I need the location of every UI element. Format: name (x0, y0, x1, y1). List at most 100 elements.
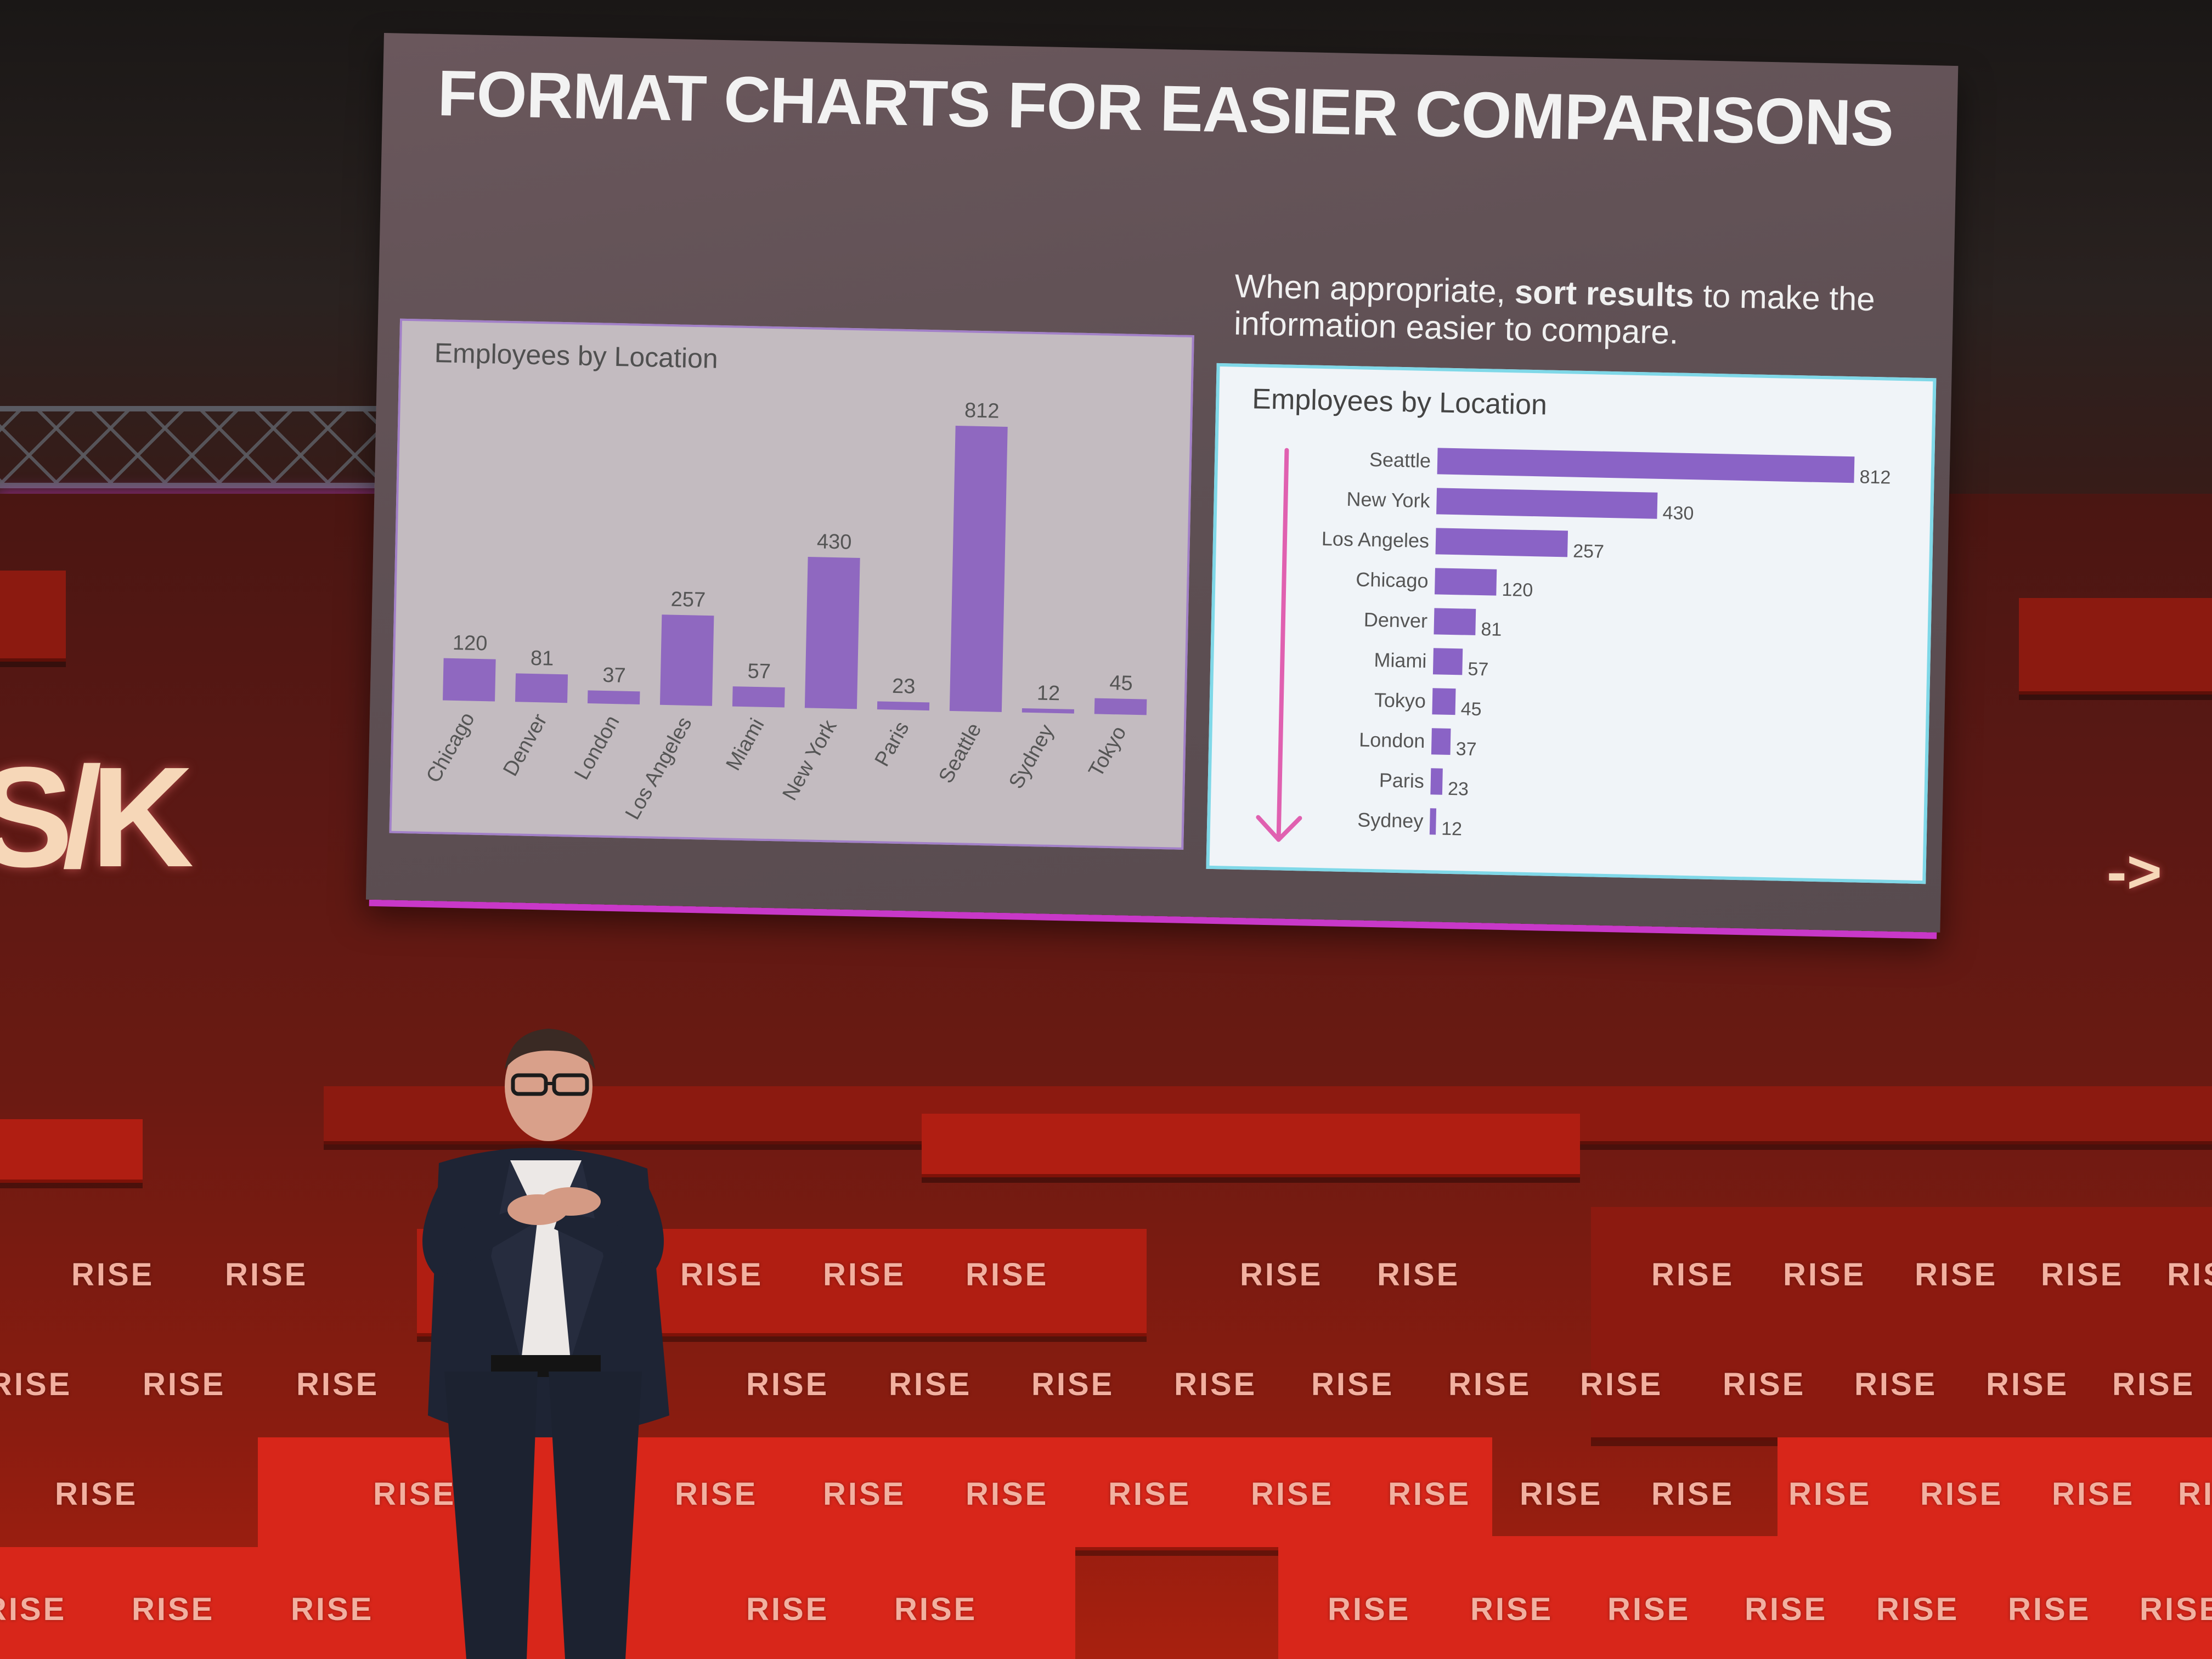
rise-logo-text: RISE (1388, 1476, 1471, 1512)
presenter-head (505, 1029, 595, 1141)
bar-sydney (1429, 808, 1437, 835)
data-label: 37 (602, 664, 626, 687)
y-tick-label: Sydney (1357, 808, 1424, 832)
rise-logo-text: RISE (1108, 1476, 1192, 1512)
data-label: 120 (1502, 579, 1533, 601)
rise-logo-text: RISE (1174, 1367, 1257, 1402)
x-tick-label: Sydney (1005, 721, 1058, 793)
data-label: 430 (817, 530, 852, 554)
rise-logo-text: RISE (71, 1257, 155, 1293)
rise-logo-text: RISE (225, 1257, 308, 1293)
bar-miami (732, 686, 785, 708)
data-label: 430 (1662, 503, 1694, 524)
rise-logo-text: RISE (2167, 1257, 2212, 1293)
data-label: 23 (892, 675, 916, 698)
rise-logo-text: RISE (680, 1257, 764, 1293)
bar-tokyo (1094, 698, 1147, 715)
rise-logo-text: RISE (746, 1592, 830, 1627)
rise-logo-text: RISE (823, 1476, 906, 1512)
data-label: 12 (1036, 682, 1060, 706)
rise-logo-text: RISE (2041, 1257, 2124, 1293)
rise-logo-text: RISE (1783, 1257, 1866, 1293)
bar-sydney (1022, 708, 1074, 714)
y-tick-label: Paris (1379, 769, 1424, 792)
projection-screen: FORMAT CHARTS FOR EASIER COMPARISONS Whe… (365, 33, 1959, 933)
bar-paris (877, 701, 930, 711)
bar-seattle (1437, 448, 1855, 483)
bar-los-angeles (659, 614, 714, 706)
rise-logo-text: RISE (966, 1257, 1049, 1293)
y-tick-label: New York (1346, 488, 1431, 512)
sorted-bar-chart: Seattle 812 New York 430 Los Angeles 257 Chica… (1256, 448, 1891, 842)
rise-logo-text: RISE (1876, 1592, 1960, 1627)
rise-logo-text: RISE (2178, 1476, 2212, 1512)
rise-logo-text: RISE (1745, 1592, 1828, 1627)
rise-logo-text: RISE (1448, 1367, 1532, 1402)
stage-panel (922, 1114, 1580, 1177)
y-tick-label: Denver (1364, 608, 1428, 632)
data-label: 57 (747, 660, 771, 684)
rise-logo-text: RISE (1915, 1257, 1998, 1293)
rise-logo-text: RISE (1920, 1476, 2004, 1512)
rise-logo-text: RISE (1240, 1257, 1323, 1293)
rise-logo-text: RISE (1986, 1367, 2069, 1402)
data-label: 12 (1441, 819, 1463, 840)
data-label: 120 (453, 631, 488, 655)
rise-logo-text: RISE (0, 1367, 72, 1402)
rise-logo-text: RISE (675, 1476, 758, 1512)
rise-logo-text: RISE (2052, 1476, 2135, 1512)
y-tick-label: Miami (1374, 648, 1427, 672)
unsorted-chart-card: Employees by Location 120 Chicago 81 Denver… (389, 318, 1194, 850)
stage-logo-left: S/K (0, 738, 194, 897)
rise-logo-text: RISE (1031, 1367, 1115, 1402)
x-tick-label: Seattle (934, 719, 986, 787)
rise-logo-text: RISE (1723, 1367, 1806, 1402)
unsorted-bar-chart: 120 Chicago 81 Denver 37 London 257 Los Angeles… (422, 399, 1147, 823)
y-tick-label: Seattle (1369, 448, 1431, 472)
x-tick-label: New York (778, 716, 842, 804)
y-tick-label: London (1359, 729, 1425, 753)
rise-logo-text: RISE (823, 1257, 906, 1293)
bar-tokyo (1432, 688, 1456, 715)
y-tick-label: Los Angeles (1321, 527, 1429, 552)
rise-logo-text: RISE (143, 1367, 226, 1402)
slide-title: FORMAT CHARTS FOR EASIER COMPARISONS (437, 57, 1894, 160)
slide-note-text: When appropriate, (1234, 267, 1515, 311)
data-label: 37 (1455, 738, 1477, 760)
rise-logo-text: RISE (889, 1367, 972, 1402)
bar-los-angeles (1435, 528, 1568, 557)
bar-new-york (804, 557, 860, 709)
rise-logo-text: RISE (1311, 1367, 1395, 1402)
data-label: 812 (1859, 467, 1891, 488)
rise-logo-text: RISE (1377, 1257, 1460, 1293)
rise-logo-text: RISE (1251, 1476, 1334, 1512)
data-label: 257 (670, 588, 706, 612)
sort-arrow-shaft (1276, 448, 1289, 842)
rise-logo-text: RISE (0, 1592, 67, 1627)
data-label: 81 (531, 647, 554, 670)
rise-logo-text: RISE (373, 1476, 456, 1512)
stage-panel (2019, 598, 2212, 695)
stage-panel (0, 1119, 143, 1183)
bar-denver (515, 673, 568, 703)
rise-logo-text: RISE (132, 1592, 215, 1627)
slide-note-emphasis: sort results (1514, 273, 1695, 314)
x-tick-label: Denver (499, 710, 552, 780)
rise-logo-text: RISE (291, 1592, 374, 1627)
data-label: 57 (1468, 659, 1489, 680)
stage-panel (1591, 1207, 2212, 1441)
x-tick-label: Chicago (422, 709, 479, 787)
bar-miami (1432, 648, 1463, 675)
stage-logo-right: -> (2107, 838, 2162, 906)
rise-logo-text: RISE (1607, 1592, 1691, 1627)
x-tick-label: Paris (871, 718, 914, 770)
stage-panel (1278, 1536, 2212, 1659)
bar-new-york (1436, 488, 1658, 519)
bar-london (587, 690, 640, 705)
bar-seattle (949, 425, 1008, 712)
rise-logo-text: RISE (966, 1476, 1049, 1512)
stage-panel (0, 571, 66, 662)
data-label: 45 (1109, 672, 1133, 695)
sorted-chart-card: Employees by Location Seattle 812 New York… (1206, 363, 1937, 884)
